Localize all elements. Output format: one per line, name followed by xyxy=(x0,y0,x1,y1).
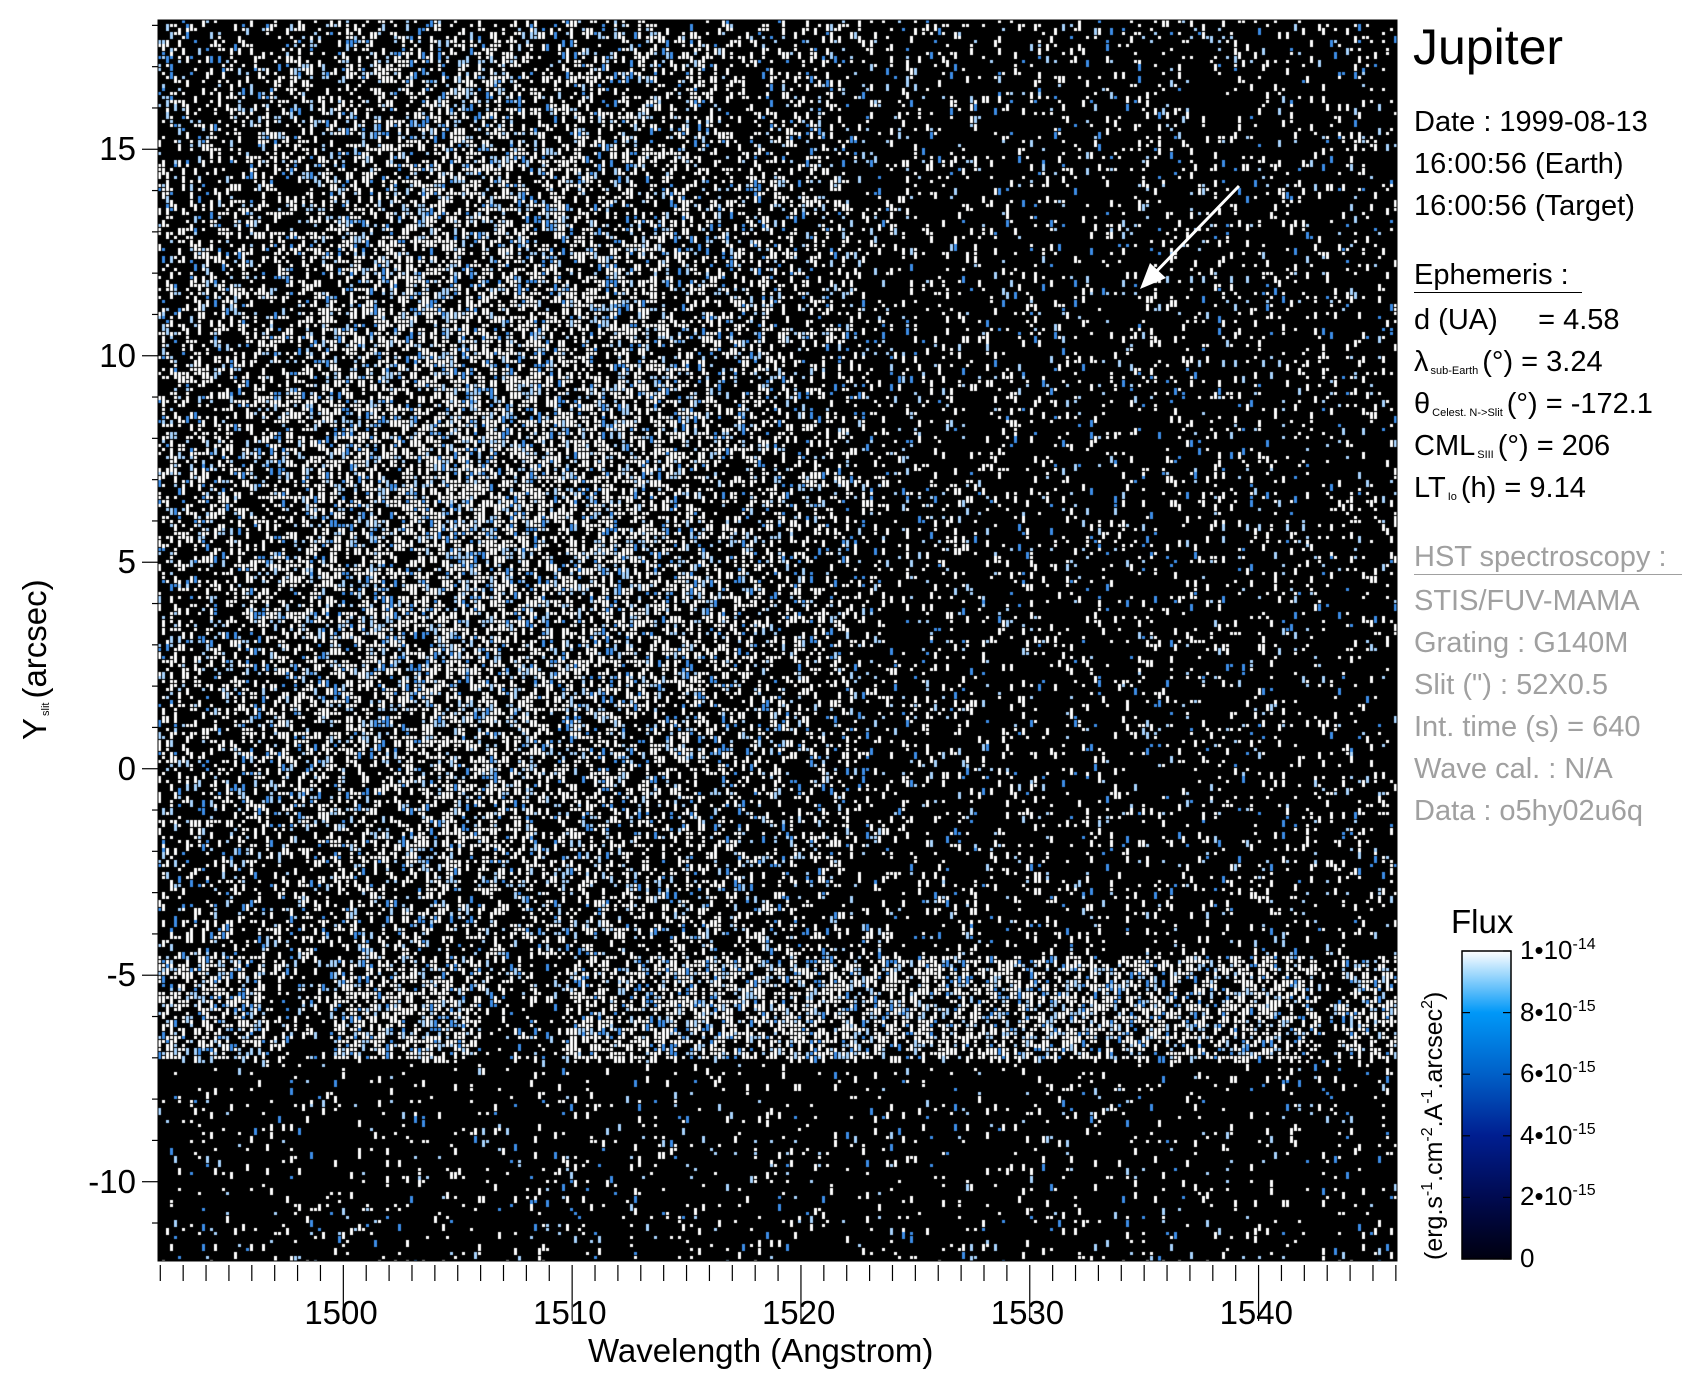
date: Date : 1999-08-13 xyxy=(1414,106,1648,138)
tick-mantissa: 4•10 xyxy=(1520,1119,1573,1150)
y-tick-label: 10 xyxy=(99,336,136,374)
x-tick-label: 1520 xyxy=(761,1294,836,1331)
d-label: d (UA) xyxy=(1414,304,1498,336)
data-id: Data : o5hy02u6q xyxy=(1414,795,1643,827)
colorbar-tick-label: 1•10-14 xyxy=(1520,935,1596,965)
y-tick-label: 0 xyxy=(117,749,136,787)
grating: Grating : G140M xyxy=(1414,627,1629,659)
theta-value: (°) = -172.1 xyxy=(1506,388,1653,420)
cml-sub: SIII xyxy=(1477,449,1494,461)
arrow-head-icon xyxy=(1140,263,1166,289)
tick-exponent: -14 xyxy=(1572,936,1596,953)
instrument: STIS/FUV-MAMA xyxy=(1414,585,1640,617)
y-label-main: Y xyxy=(16,717,53,740)
x-tick-label: 1510 xyxy=(533,1294,607,1331)
ephemeris-title: Ephemeris : xyxy=(1414,261,1582,293)
y-tick-label: 5 xyxy=(117,543,136,581)
lt-sub: Io xyxy=(1447,491,1457,503)
y-tick-label: -5 xyxy=(106,956,136,994)
colorbar xyxy=(1461,950,1512,1260)
x-tick-label: 1530 xyxy=(990,1294,1065,1331)
y-axis-ticks xyxy=(142,24,158,1224)
y-tick-label: 15 xyxy=(99,130,136,168)
colorbar-unit: (erg.s-1.cm-2.A-1.arcsec2) xyxy=(1419,991,1448,1260)
lambda-sub: sub-Earth xyxy=(1430,365,1479,377)
unit-exp: -1 xyxy=(1419,1089,1436,1104)
tick-exponent: -15 xyxy=(1572,1120,1596,1138)
arrow-shaft xyxy=(1148,184,1241,280)
unit-exp: -1 xyxy=(1419,1181,1436,1197)
y-label-unit: (arcsec) xyxy=(16,579,53,699)
tick-exponent: -15 xyxy=(1572,1059,1596,1077)
tick-mantissa: 2•10 xyxy=(1520,1181,1573,1212)
slit: Slit (") : 52X0.5 xyxy=(1414,669,1609,701)
ephem-d: d (UA) = 4.58 xyxy=(1414,306,1620,335)
tick-mantissa: 1•10 xyxy=(1520,935,1573,965)
time-target: 16:00:56 (Target) xyxy=(1414,190,1635,222)
cml-value: (°) = 206 xyxy=(1497,430,1611,462)
time-earth: 16:00:56 (Earth) xyxy=(1414,148,1624,180)
tick-mantissa: 6•10 xyxy=(1520,1058,1573,1089)
target-title: Jupiter xyxy=(1413,19,1564,75)
colorbar-tick-label: 6•10-15 xyxy=(1520,1058,1596,1089)
colorbar-tick-label: 8•10-15 xyxy=(1520,996,1596,1027)
int-time: Int. time (s) = 640 xyxy=(1414,711,1641,743)
d-value: = 4.58 xyxy=(1538,304,1620,336)
hst-title: HST spectroscopy : xyxy=(1414,543,1682,575)
unit-part: .cm xyxy=(1420,1141,1448,1182)
lt-symbol: LT xyxy=(1414,472,1446,504)
lambda-symbol: λ xyxy=(1414,346,1429,378)
y-axis-label: Yslit (arcsec) xyxy=(16,579,53,740)
theta-sub: Celest. N->Slit xyxy=(1432,407,1503,419)
unit-exp: 2 xyxy=(1419,999,1436,1009)
plot-frame xyxy=(157,19,1398,1262)
tick-mantissa: 0 xyxy=(1520,1243,1535,1273)
unit-exp: -2 xyxy=(1419,1127,1436,1142)
unit-part: .A xyxy=(1420,1103,1448,1128)
unit-part: .arcsec xyxy=(1420,1008,1448,1090)
x-axis-ticks xyxy=(159,1265,1397,1321)
tick-mantissa: 8•10 xyxy=(1520,996,1573,1027)
ephem-theta: θ Celest. N->Slit (°) = -172.1 xyxy=(1414,390,1653,419)
wave-cal: Wave cal. : N/A xyxy=(1414,753,1613,785)
unit-part: ) xyxy=(1420,991,1448,1000)
x-axis-label: Wavelength (Angstrom) xyxy=(588,1332,934,1369)
ephem-cml: CML SIII (°) = 206 xyxy=(1414,432,1610,461)
lt-value: (h) = 9.14 xyxy=(1460,472,1586,504)
colorbar-title: Flux xyxy=(1451,903,1514,940)
x-tick-label: 1540 xyxy=(1219,1294,1293,1331)
unit-part: (erg.s xyxy=(1420,1196,1448,1260)
spectrogram-image xyxy=(158,20,1397,1261)
lambda-value: (°) = 3.24 xyxy=(1482,346,1603,378)
colorbar-tick-label: 2•10-15 xyxy=(1520,1181,1596,1212)
cml-symbol: CML xyxy=(1414,430,1476,462)
tick-exponent: -15 xyxy=(1572,1182,1596,1200)
y-tick-label: -10 xyxy=(88,1162,136,1200)
tick-exponent: -15 xyxy=(1572,997,1596,1015)
ephem-lt: LT Io (h) = 9.14 xyxy=(1414,474,1586,503)
ephem-lambda: λ sub-Earth (°) = 3.24 xyxy=(1414,348,1603,377)
theta-symbol: θ xyxy=(1414,388,1431,420)
colorbar-ticks xyxy=(1462,950,1511,1260)
colorbar-tick-label: 4•10-15 xyxy=(1520,1119,1596,1150)
x-tick-label: 1500 xyxy=(304,1294,378,1331)
colorbar-tick-label: 0 xyxy=(1520,1245,1534,1271)
y-label-sub: slit xyxy=(40,702,52,716)
